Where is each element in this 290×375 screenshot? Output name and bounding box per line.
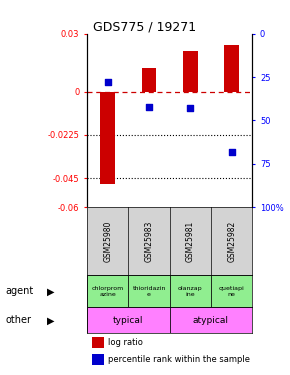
Point <box>105 79 110 85</box>
Text: GSM25980: GSM25980 <box>103 220 112 262</box>
Text: thioridazin
e: thioridazin e <box>132 286 166 297</box>
Bar <box>142 68 156 92</box>
Text: typical: typical <box>113 316 144 325</box>
Bar <box>170 275 211 308</box>
Text: percentile rank within the sample: percentile rank within the sample <box>108 355 251 364</box>
Bar <box>92 354 104 365</box>
Point <box>188 105 193 111</box>
Bar <box>170 308 252 333</box>
Bar <box>92 337 104 348</box>
Bar <box>224 45 239 92</box>
Bar <box>183 51 197 92</box>
Text: ▶: ▶ <box>47 286 55 296</box>
Bar <box>211 275 252 308</box>
Text: log ratio: log ratio <box>108 338 143 347</box>
Text: chlorprom
azine: chlorprom azine <box>92 286 124 297</box>
Point <box>229 148 234 154</box>
Text: olanzap
ine: olanzap ine <box>178 286 203 297</box>
Text: GSM25982: GSM25982 <box>227 220 236 262</box>
Bar <box>128 275 170 308</box>
Text: GDS775 / 19271: GDS775 / 19271 <box>93 21 197 34</box>
Bar <box>100 92 115 184</box>
Bar <box>87 275 128 308</box>
Text: other: other <box>6 315 32 326</box>
Text: GSM25981: GSM25981 <box>186 220 195 262</box>
Text: atypical: atypical <box>193 316 229 325</box>
Text: ▶: ▶ <box>47 315 55 326</box>
Text: GSM25983: GSM25983 <box>144 220 153 262</box>
Point <box>147 104 151 110</box>
Text: quetiapi
ne: quetiapi ne <box>219 286 244 297</box>
Text: agent: agent <box>6 286 34 296</box>
Bar <box>87 308 170 333</box>
